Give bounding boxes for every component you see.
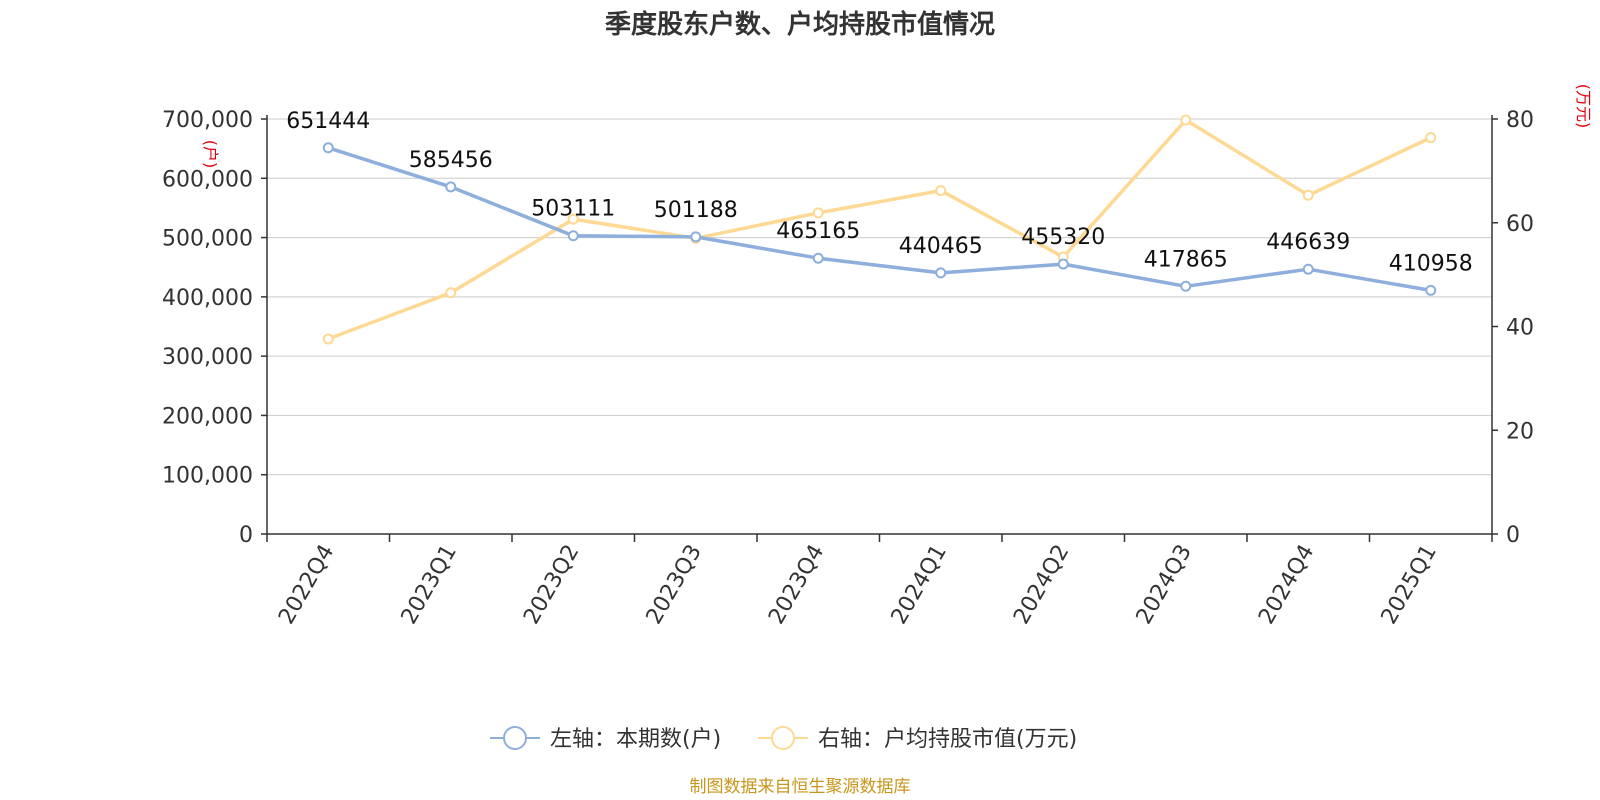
data-point <box>1425 284 1437 296</box>
data-point <box>935 267 947 279</box>
data-point <box>1302 263 1314 275</box>
data-label: 501188 <box>654 198 738 223</box>
legend-marker <box>503 726 527 750</box>
left-axis-tick-label: 0 <box>239 523 253 548</box>
left-axis-tick-label: 400,000 <box>162 286 253 311</box>
right-axis-tick-label: 60 <box>1506 212 1534 237</box>
right-axis-tick-label: 80 <box>1506 108 1534 133</box>
data-point <box>322 142 334 154</box>
data-label: 455320 <box>1021 225 1105 250</box>
data-label: 446639 <box>1266 230 1350 255</box>
x-axis-category-label: 2023Q4 <box>764 541 829 629</box>
left-axis-tick-label: 100,000 <box>162 464 253 489</box>
left-axis-unit: (户) <box>201 140 220 169</box>
data-point <box>812 252 824 264</box>
data-label: 651444 <box>286 109 370 134</box>
data-point <box>445 181 457 193</box>
x-axis-category-label: 2024Q2 <box>1009 541 1074 629</box>
data-point <box>812 207 824 219</box>
left-axis-tick-label: 700,000 <box>162 108 253 133</box>
legend: 左轴：本期数(户) 右轴：户均持股市值(万元) <box>490 726 1077 752</box>
data-point <box>567 230 579 242</box>
legend-marker <box>771 726 795 750</box>
data-point <box>1302 189 1314 201</box>
x-axis-category-label: 2024Q4 <box>1254 541 1319 629</box>
left-axis-tick-label: 600,000 <box>162 167 253 192</box>
data-point <box>1180 114 1192 126</box>
right-axis-unit: (万元) <box>1574 84 1593 129</box>
data-label: 503111 <box>531 197 615 222</box>
data-point <box>445 287 457 299</box>
x-axis-category-label: 2022Q4 <box>274 541 339 629</box>
right-axis-tick-label: 40 <box>1506 316 1534 341</box>
series-line <box>327 146 1432 293</box>
x-axis-category-label: 2024Q1 <box>887 541 952 629</box>
data-label: 440465 <box>899 234 983 259</box>
data-point <box>322 333 334 345</box>
x-axis-category-label: 2024Q3 <box>1132 541 1197 629</box>
series-line <box>327 118 1432 341</box>
x-axis-category-label: 2023Q1 <box>397 541 462 629</box>
data-label: 417865 <box>1144 247 1228 272</box>
data-point <box>690 231 702 243</box>
left-axis-tick-label: 300,000 <box>162 345 253 370</box>
left-axis-tick-label: 500,000 <box>162 227 253 252</box>
source-note: 制图数据来自恒生聚源数据库 <box>690 777 911 797</box>
x-axis-category-label: 2025Q1 <box>1377 541 1442 629</box>
data-point <box>1057 258 1069 270</box>
data-label: 410958 <box>1389 251 1473 276</box>
data-point <box>1425 132 1437 144</box>
data-label: 585456 <box>409 148 493 173</box>
series-layer <box>322 114 1437 345</box>
x-axis-category-label: 2023Q2 <box>519 541 584 629</box>
right-axis-tick-label: 0 <box>1506 523 1520 548</box>
data-labels: 651444 585456 503111 501188 465165 440465 4553… <box>286 109 1472 277</box>
data-point <box>567 213 579 225</box>
legend-label: 左轴：本期数(户) <box>550 727 721 752</box>
grid-lines <box>267 118 1492 476</box>
chart-title: 季度股东户数、户均持股市值情况 <box>605 9 995 40</box>
data-point <box>1180 280 1192 292</box>
right-axis-tick-label: 20 <box>1506 419 1534 444</box>
x-axis-category-label: 2023Q3 <box>642 541 707 629</box>
left-axis-tick-label: 200,000 <box>162 404 253 429</box>
data-label: 465165 <box>776 219 860 244</box>
legend-label: 右轴：户均持股市值(万元) <box>818 727 1077 752</box>
data-point <box>935 185 947 197</box>
